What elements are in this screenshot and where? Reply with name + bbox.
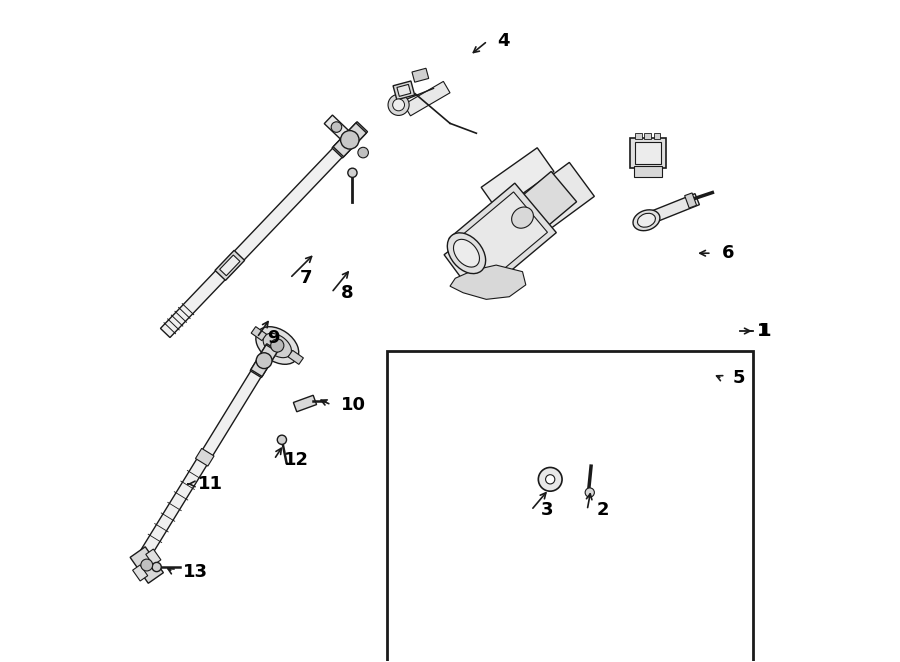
Circle shape bbox=[340, 130, 359, 149]
Text: 9: 9 bbox=[266, 328, 279, 347]
Ellipse shape bbox=[454, 240, 480, 267]
Polygon shape bbox=[215, 250, 245, 281]
Polygon shape bbox=[645, 194, 699, 224]
Ellipse shape bbox=[447, 233, 486, 273]
Polygon shape bbox=[635, 132, 642, 139]
Polygon shape bbox=[132, 565, 148, 581]
Ellipse shape bbox=[637, 213, 655, 227]
Polygon shape bbox=[140, 357, 269, 557]
Circle shape bbox=[277, 435, 286, 444]
Polygon shape bbox=[482, 148, 554, 211]
Bar bbox=[387, 351, 753, 662]
Ellipse shape bbox=[511, 207, 534, 228]
Text: 8: 8 bbox=[341, 284, 354, 302]
Polygon shape bbox=[195, 448, 214, 466]
Text: 7: 7 bbox=[300, 269, 312, 287]
Circle shape bbox=[271, 339, 284, 352]
Circle shape bbox=[545, 475, 554, 484]
Text: 1: 1 bbox=[759, 322, 771, 340]
Text: 3: 3 bbox=[541, 501, 554, 519]
Polygon shape bbox=[450, 265, 526, 299]
Polygon shape bbox=[634, 142, 661, 164]
Text: 12: 12 bbox=[284, 451, 309, 469]
Circle shape bbox=[388, 95, 410, 115]
Polygon shape bbox=[293, 395, 317, 412]
Text: 13: 13 bbox=[183, 563, 208, 581]
Ellipse shape bbox=[256, 327, 299, 364]
Polygon shape bbox=[412, 68, 428, 82]
Text: 5: 5 bbox=[732, 369, 744, 387]
Polygon shape bbox=[444, 162, 594, 289]
Circle shape bbox=[256, 353, 272, 369]
Polygon shape bbox=[160, 135, 355, 338]
Circle shape bbox=[347, 168, 357, 177]
Polygon shape bbox=[332, 122, 367, 158]
Polygon shape bbox=[250, 344, 278, 377]
Circle shape bbox=[358, 148, 368, 158]
Circle shape bbox=[585, 488, 594, 497]
Ellipse shape bbox=[633, 210, 660, 230]
Polygon shape bbox=[404, 81, 450, 116]
Polygon shape bbox=[458, 192, 547, 279]
Polygon shape bbox=[288, 350, 303, 364]
Polygon shape bbox=[393, 81, 415, 100]
Circle shape bbox=[538, 467, 562, 491]
Polygon shape bbox=[630, 138, 666, 168]
Text: 6: 6 bbox=[722, 244, 734, 262]
Polygon shape bbox=[644, 132, 651, 139]
Ellipse shape bbox=[263, 334, 292, 357]
Polygon shape bbox=[220, 255, 240, 275]
Circle shape bbox=[331, 122, 342, 132]
Polygon shape bbox=[685, 193, 697, 208]
Polygon shape bbox=[130, 547, 164, 583]
Text: 10: 10 bbox=[341, 396, 366, 414]
Circle shape bbox=[392, 99, 404, 111]
Polygon shape bbox=[324, 115, 354, 144]
Circle shape bbox=[140, 559, 153, 571]
Polygon shape bbox=[653, 132, 661, 139]
Text: 4: 4 bbox=[498, 32, 510, 50]
Text: 1: 1 bbox=[757, 322, 769, 340]
Polygon shape bbox=[251, 326, 266, 341]
Text: 2: 2 bbox=[597, 501, 609, 519]
Polygon shape bbox=[333, 123, 366, 157]
Polygon shape bbox=[146, 549, 161, 565]
Text: 11: 11 bbox=[198, 475, 223, 493]
Polygon shape bbox=[397, 84, 410, 97]
Polygon shape bbox=[634, 166, 661, 177]
Polygon shape bbox=[251, 345, 277, 377]
Polygon shape bbox=[455, 171, 577, 282]
Circle shape bbox=[152, 563, 161, 571]
Polygon shape bbox=[449, 183, 556, 288]
